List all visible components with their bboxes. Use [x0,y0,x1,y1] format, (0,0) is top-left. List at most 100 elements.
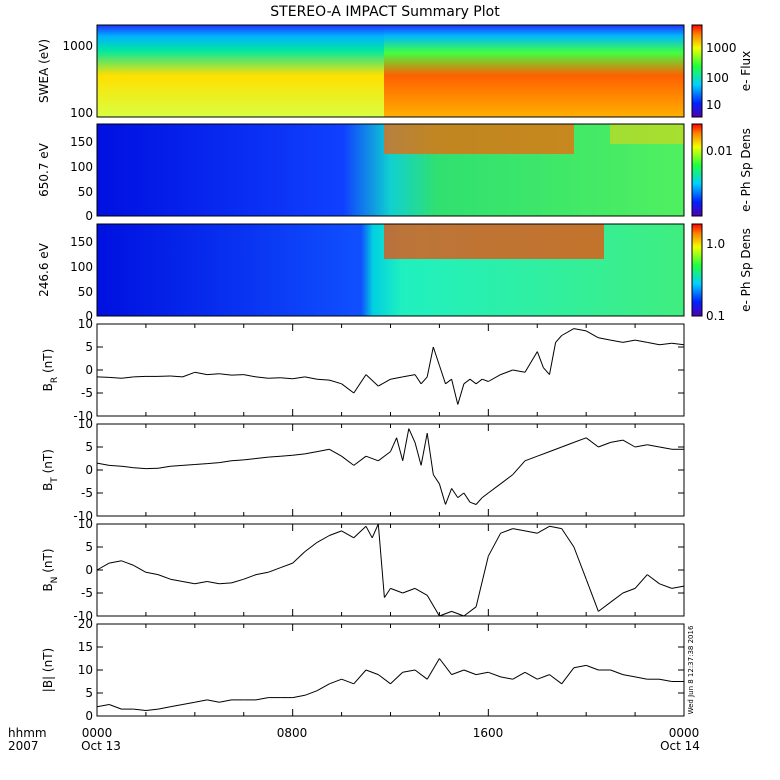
series-line-segment [329,448,342,457]
series-line-segment [573,437,587,443]
cbar1-label: e- Flux [739,51,753,91]
series-line-segment [512,460,526,475]
ylabel-quantity: |B| [41,676,55,692]
series-line-segment [377,451,391,462]
series-line-segment [341,455,355,466]
series-line-segment [255,456,269,459]
series-line-segment [365,455,379,462]
series-line-segment [194,463,208,465]
series-line-segment [543,367,550,375]
series-line-segment [365,526,373,539]
series-line-segment [304,690,318,696]
series-line-segment [610,592,624,603]
series-line-segment [268,455,281,458]
series-line-segment [561,528,575,548]
series-line-segment [463,378,471,385]
series-line-segment [598,441,611,448]
time-corner-year: 2007 [8,739,39,753]
series-line-segment [365,669,379,676]
series-line-segment [371,523,379,539]
ytick-label: -10 [73,509,93,523]
series-line-segment [512,671,526,680]
series-line-segment [133,564,147,573]
series-line-segment [537,451,550,457]
series-line-segment [341,678,354,685]
series-line-segment [145,571,159,576]
series-line-segment [561,441,575,448]
series-line-segment [341,383,355,394]
cbar2-label: e- Ph Sp Dens [739,128,753,212]
series-line-segment [292,694,305,699]
pad-246-ytick-150: 150 [70,235,93,249]
series-line-segment [158,706,171,710]
series-line-segment [622,339,636,343]
series-line-segment [157,574,171,580]
series-line-segment [255,571,269,576]
series-line-segment [109,560,122,564]
cbar1-tick-10: 10 [706,98,721,112]
series-line-segment [329,379,342,385]
pad-246-ytick-0: 0 [85,309,93,323]
series-line-segment [463,669,477,676]
time-tick-3-hhmm: 0000 [669,726,700,740]
series-line-segment [383,588,391,598]
series-line-segment [598,601,611,612]
series-line-segment [635,676,648,680]
ylabel-subscript: N [50,577,60,584]
series-line-segment [231,578,244,584]
series-line-segment [512,369,526,373]
series-line-segment [219,373,232,376]
series-line-segment [476,671,489,676]
ytick-label: 0 [85,463,93,477]
series-line-segment [488,374,501,382]
series-line-segment [439,658,452,675]
series-line-segment [635,444,648,448]
panel-frame-5 [96,523,685,617]
series-line-segment [194,699,208,703]
series-line-segment [378,378,391,387]
ytick-label: 10 [78,517,93,531]
series-line-segment [414,669,428,680]
series-line-segment [451,669,465,676]
series-line-segment [634,574,648,589]
series-line-segment [133,708,146,711]
series-line-segment [457,383,465,405]
figure-title: STEREO-A IMPACT Summary Plot [270,4,500,20]
series-line-segment [647,444,660,448]
series-line-segment [420,433,428,466]
series-line-segment [524,671,538,680]
ytick-label: 10 [78,417,93,431]
series-line-segment [396,437,404,461]
series-line-segment [182,701,195,705]
series-line-segment [500,676,513,680]
series-line-segment [402,587,416,594]
pad-650-ytick-150: 150 [70,135,93,149]
pad-246-ytick-50: 50 [78,285,93,299]
time-corner-hhmm: hhmm [8,726,47,740]
series-line-segment [488,671,501,678]
ylabel-quantity: B [41,483,55,491]
series-line-segment [549,525,562,530]
series-line-segment [316,683,330,692]
cbar1-tick-100: 100 [706,71,729,85]
series-line-segment [219,460,232,464]
series-line-segment [585,579,599,612]
series-line-segment [316,535,330,543]
time-tick-1-hhmm: 0800 [277,726,308,740]
series-line-segment [414,374,422,385]
series-line-segment [133,467,146,470]
series-line-segment [659,342,672,346]
series-line-segment [304,451,318,455]
ylabel-unit: (nT) [41,648,55,676]
series-line-segment [426,433,434,475]
series-line-segment [243,574,257,580]
pad-246-ylabel: 246.6 eV [37,242,51,297]
panel-ylabel-6: |B| (nT) [41,648,55,692]
panel-frame-3 [96,323,685,417]
series-line-segment [524,455,538,462]
swea-panel: SWEA (eV) 1000 100 [37,24,685,120]
series-line-segment [635,339,648,343]
series-line-segment [537,674,550,680]
series-line-segment [353,525,367,539]
series-line-segment [549,446,562,453]
